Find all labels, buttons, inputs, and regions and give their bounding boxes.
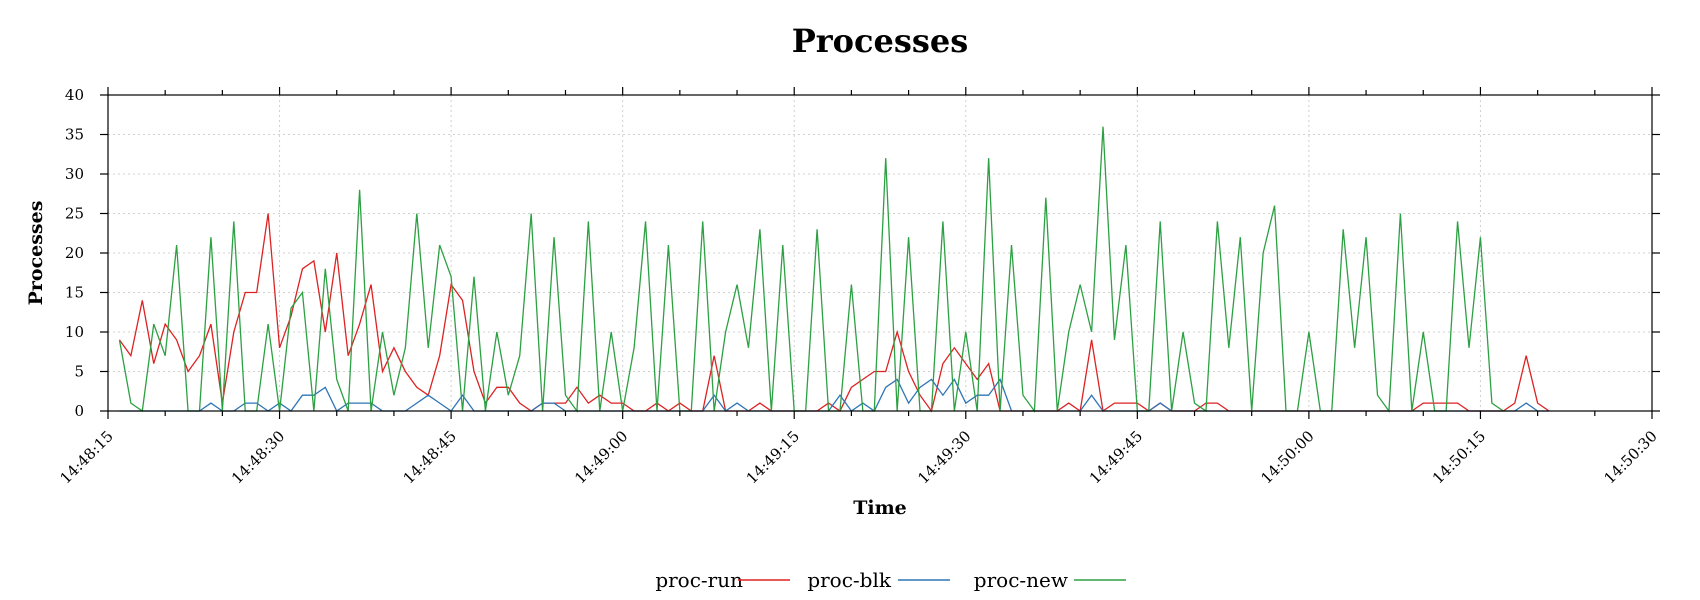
- x-tick-label: 14:48:45: [400, 427, 460, 487]
- x-tick-label: 14:49:30: [914, 427, 974, 487]
- x-tick-label: 14:49:45: [1086, 427, 1146, 487]
- y-tick-label: 40: [65, 86, 84, 104]
- x-tick-label: 14:48:15: [56, 427, 116, 487]
- y-tick-label: 20: [65, 244, 84, 262]
- legend: proc-run proc-blk proc-new: [655, 568, 1126, 592]
- x-tick-label: 14:50:30: [1600, 427, 1660, 487]
- x-tick-label: 14:50:00: [1257, 427, 1317, 487]
- x-tick-label: 14:49:15: [743, 427, 803, 487]
- legend-label-proc-run: proc-run: [655, 568, 743, 592]
- series-line-proc-run: [118, 213, 1550, 413]
- legend-label-proc-new: proc-new: [974, 568, 1068, 592]
- series-line-proc-blk: [119, 378, 1550, 412]
- y-tick-label: 0: [74, 402, 84, 420]
- series-line-proc-new: [118, 126, 1504, 413]
- legend-label-proc-blk: proc-blk: [807, 568, 892, 592]
- y-tick-labels: 0 5 10 15 20 25 30 35 40: [65, 86, 84, 420]
- y-tick-label: 35: [65, 126, 84, 144]
- x-axis-label: Time: [853, 497, 907, 519]
- grid: [108, 95, 1652, 411]
- axis-ticks: [100, 87, 1660, 419]
- x-tick-label: 14:50:15: [1429, 427, 1489, 487]
- y-tick-label: 10: [65, 323, 84, 341]
- y-tick-label: 5: [74, 363, 84, 381]
- x-tick-label: 14:49:00: [571, 427, 631, 487]
- y-tick-label: 15: [65, 284, 84, 302]
- y-tick-label: 25: [65, 205, 84, 223]
- y-tick-label: 30: [65, 165, 84, 183]
- chart-title: Processes: [792, 22, 969, 60]
- x-tick-labels: 14:48:15 14:48:30 14:48:45 14:49:00 14:49:15…: [56, 427, 1660, 487]
- y-axis-label: Processes: [25, 201, 47, 306]
- series-lines: [118, 126, 1550, 413]
- x-tick-label: 14:48:30: [228, 427, 288, 487]
